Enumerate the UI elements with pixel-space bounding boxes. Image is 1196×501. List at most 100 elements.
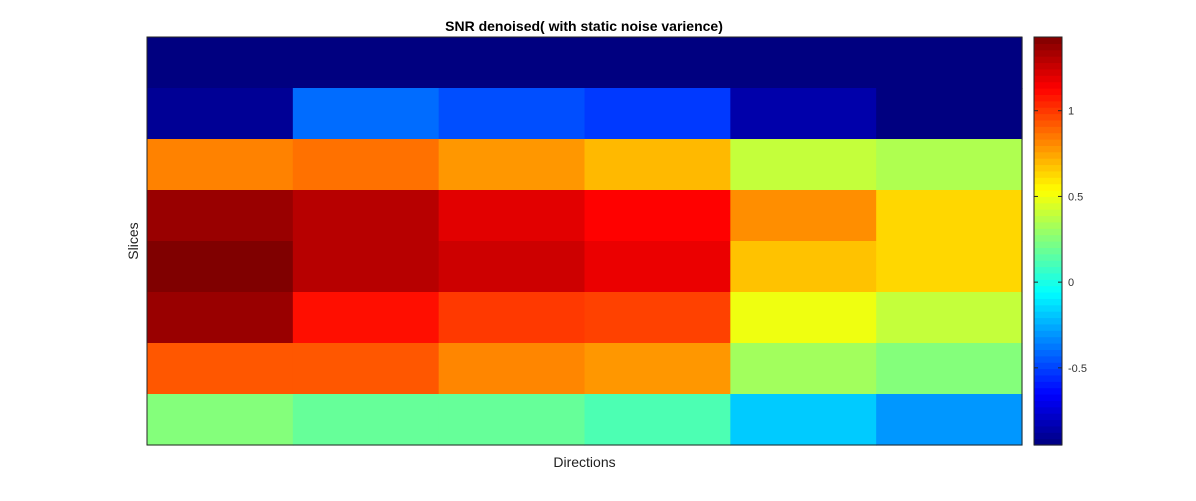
heatmap-cells xyxy=(147,37,1023,446)
heatmap-cell xyxy=(147,343,294,395)
colorbar-swatch xyxy=(1034,132,1062,140)
colorbar-swatch xyxy=(1034,368,1062,376)
colorbar-swatch xyxy=(1034,425,1062,433)
colorbar-swatch xyxy=(1034,253,1062,261)
heatmap-cell xyxy=(584,292,731,344)
colorbar-swatch xyxy=(1034,292,1062,299)
colorbar-swatch xyxy=(1034,362,1062,370)
colorbar-swatch xyxy=(1034,119,1062,127)
colorbar-swatch xyxy=(1034,374,1062,382)
colorbar-swatch xyxy=(1034,177,1062,185)
colorbar-swatch xyxy=(1034,394,1062,401)
heatmap-cell xyxy=(292,139,440,191)
heatmap-cell xyxy=(584,190,731,242)
heatmap-cell xyxy=(292,88,440,140)
heatmap-cell xyxy=(438,343,586,395)
y-axis-label: Slices xyxy=(125,222,141,259)
heatmap-cell xyxy=(876,343,1023,395)
heatmap-cell xyxy=(876,37,1023,89)
colorbar-swatch xyxy=(1034,381,1062,389)
colorbar-swatch xyxy=(1034,285,1062,293)
colorbar-swatch xyxy=(1034,43,1062,51)
colorbar-swatch xyxy=(1034,139,1062,146)
colorbar-swatch xyxy=(1034,241,1062,248)
heatmap-cell xyxy=(730,190,877,242)
colorbar-swatch xyxy=(1034,113,1062,121)
heatmap-cell xyxy=(876,190,1023,242)
heatmap-cell xyxy=(438,190,586,242)
colorbar-swatch xyxy=(1034,279,1062,287)
colorbar-swatch xyxy=(1034,88,1062,95)
colorbar-tick-label: 1 xyxy=(1068,106,1074,118)
chart-title: SNR denoised( with static noise varience… xyxy=(445,18,723,34)
heatmap-cell xyxy=(730,139,877,191)
colorbar-swatch xyxy=(1034,126,1062,134)
heatmap-cell xyxy=(730,292,877,344)
colorbar-swatch xyxy=(1034,272,1062,280)
colorbar-swatch xyxy=(1034,413,1062,421)
colorbar-swatch xyxy=(1034,158,1062,166)
colorbar-frame xyxy=(1033,36,1063,446)
colorbar-swatch xyxy=(1034,323,1062,331)
colorbar-swatch xyxy=(1034,317,1062,325)
colorbar-swatch xyxy=(1034,400,1062,408)
heatmap-cell xyxy=(147,292,294,344)
colorbar-swatch xyxy=(1034,100,1062,108)
heatmap-cell xyxy=(584,37,731,89)
heatmap-cell xyxy=(730,394,877,446)
heatmap-cell xyxy=(876,88,1023,140)
colorbar-swatch xyxy=(1034,209,1062,217)
colorbar-swatch xyxy=(1034,228,1062,236)
heatmap-cell xyxy=(584,139,731,191)
heatmap-cell xyxy=(438,241,586,293)
colorbar-swatch xyxy=(1034,260,1062,268)
heatmap-cell xyxy=(584,88,731,140)
colorbar-swatch xyxy=(1034,190,1062,197)
colorbar-swatch xyxy=(1034,68,1062,76)
colorbar-swatch xyxy=(1034,311,1062,319)
heatmap-cell xyxy=(438,292,586,344)
colorbar: -0.5 0 0.5 1 xyxy=(1033,36,1087,446)
colorbar-ticks: -0.5 0 0.5 1 xyxy=(1034,106,1087,375)
heatmap-cell xyxy=(730,88,877,140)
colorbar-gradient xyxy=(1034,37,1062,446)
heatmap-cell xyxy=(438,88,586,140)
colorbar-swatch xyxy=(1034,221,1062,229)
heatmap-cell xyxy=(730,241,877,293)
colorbar-swatch xyxy=(1034,419,1062,427)
colorbar-swatch xyxy=(1034,387,1062,395)
colorbar-tick-label: 0.5 xyxy=(1068,191,1083,203)
colorbar-swatch xyxy=(1034,75,1062,83)
heatmap-cell xyxy=(147,139,294,191)
heatmap-cell xyxy=(292,343,440,395)
colorbar-swatch xyxy=(1034,298,1062,306)
colorbar-swatch xyxy=(1034,62,1062,70)
heatmap-cell xyxy=(876,241,1023,293)
colorbar-swatch xyxy=(1034,330,1062,338)
colorbar-swatch xyxy=(1034,266,1062,274)
colorbar-swatch xyxy=(1034,151,1062,159)
colorbar-swatch xyxy=(1034,107,1062,115)
plot-frame xyxy=(146,36,1023,446)
heatmap-cell xyxy=(438,37,586,89)
colorbar-swatch xyxy=(1034,438,1062,446)
colorbar-swatch xyxy=(1034,234,1062,242)
heatmap-cell xyxy=(292,292,440,344)
heatmap-cell xyxy=(876,394,1023,446)
colorbar-swatch xyxy=(1034,349,1062,357)
colorbar-swatch xyxy=(1034,406,1062,414)
x-axis-label: Directions xyxy=(553,454,615,470)
colorbar-swatch xyxy=(1034,94,1062,102)
colorbar-swatch xyxy=(1034,37,1062,44)
colorbar-swatch xyxy=(1034,49,1062,57)
colorbar-swatch xyxy=(1034,170,1062,178)
colorbar-tick-label: -0.5 xyxy=(1068,363,1087,375)
colorbar-swatch xyxy=(1034,56,1062,64)
heatmap-cell xyxy=(147,394,294,446)
heatmap-cell xyxy=(584,394,731,446)
heatmap-cell xyxy=(438,394,586,446)
colorbar-swatch xyxy=(1034,81,1062,89)
heatmap-cell xyxy=(147,241,294,293)
heatmap-cell xyxy=(438,139,586,191)
